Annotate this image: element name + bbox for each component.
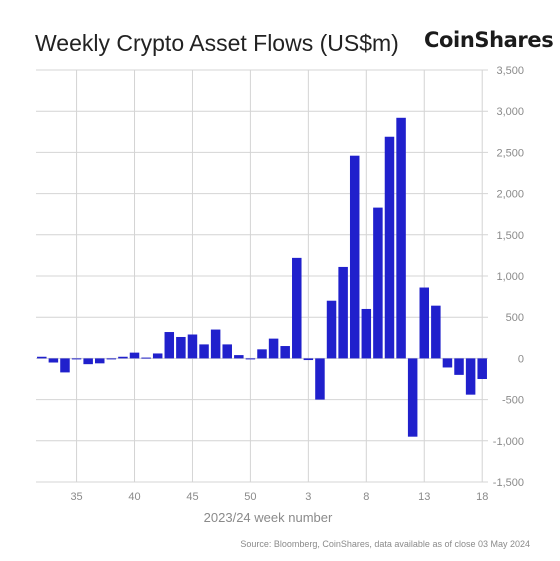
x-axis-ticks: 35 40 45 50 3 8 13 18 xyxy=(70,491,488,503)
bar-week-5 xyxy=(326,300,337,359)
source-note: Source: Bloomberg, CoinShares, data avai… xyxy=(240,539,530,549)
gridlines xyxy=(36,69,488,483)
y-tick-label: 2,500 xyxy=(496,147,524,159)
bar-week-8 xyxy=(361,308,372,359)
bar-week-10 xyxy=(384,136,395,359)
bar-week-14 xyxy=(431,305,441,359)
bar-week-16 xyxy=(454,358,464,375)
x-tick-label: 18 xyxy=(476,491,488,503)
bar-week-34 xyxy=(60,358,70,373)
bar-week-51 xyxy=(257,349,267,359)
y-axis-ticks: 3,500 3,000 2,500 2,000 1,500 1,000 500 0 -500 -1… xyxy=(493,65,524,489)
bar-week-50 xyxy=(245,358,256,360)
y-tick-label: -1,500 xyxy=(493,477,524,489)
x-tick-label: 35 xyxy=(70,491,82,503)
y-tick-label: 1,500 xyxy=(496,230,524,242)
y-tick-label: 0 xyxy=(518,353,524,365)
bar-week-4 xyxy=(315,358,325,400)
y-tick-label: 3,000 xyxy=(496,106,524,118)
y-tick-label: 500 xyxy=(506,312,524,324)
bar-week-13 xyxy=(419,287,430,359)
bar-week-41 xyxy=(141,357,151,359)
bar-week-6 xyxy=(338,266,348,359)
bar-week-17 xyxy=(465,358,476,395)
x-tick-label: 45 xyxy=(186,491,198,503)
x-tick-label: 13 xyxy=(418,491,430,503)
bar-week-18 xyxy=(477,358,487,379)
bar-week-36 xyxy=(83,358,93,365)
y-tick-label: 1,000 xyxy=(496,271,524,283)
y-tick-label: -500 xyxy=(502,395,524,407)
bar-week-37 xyxy=(94,358,105,364)
chart-title: Weekly Crypto Asset Flows (US$m) xyxy=(35,30,399,56)
x-tick-label: 50 xyxy=(244,491,256,503)
bar-week-52 xyxy=(268,338,279,359)
brand-logo: CoinShares xyxy=(424,28,554,52)
x-tick-label: 8 xyxy=(363,491,369,503)
bar-week-7 xyxy=(349,155,360,359)
bar-week-40 xyxy=(129,352,140,359)
x-tick-label: 3 xyxy=(305,491,311,503)
bar-week-35 xyxy=(71,358,82,360)
bar-week-32 xyxy=(37,356,47,359)
bar-week-44 xyxy=(176,336,186,359)
bar-week-3 xyxy=(303,358,314,361)
bar-week-42 xyxy=(152,353,163,359)
bar-week-12 xyxy=(407,358,418,437)
bar-week-11 xyxy=(396,117,406,359)
bar-week-49 xyxy=(234,355,244,359)
bar-week-15 xyxy=(442,358,453,368)
bar-week-39 xyxy=(118,356,128,359)
bar-week-9 xyxy=(373,207,383,359)
y-tick-label: 2,000 xyxy=(496,189,524,201)
bar-week-45 xyxy=(187,334,198,359)
bars xyxy=(37,117,487,437)
bar-week-48 xyxy=(222,344,232,359)
bar-week-33 xyxy=(48,358,59,363)
bar-week-38 xyxy=(106,358,117,360)
bar-week-43 xyxy=(164,332,175,359)
bar-week-46 xyxy=(199,344,209,359)
bar-week-1 xyxy=(280,346,290,359)
bar-week-47 xyxy=(210,329,221,359)
y-tick-label: -1,000 xyxy=(493,436,524,448)
x-tick-label: 40 xyxy=(128,491,140,503)
bar-week-2 xyxy=(292,257,302,359)
x-axis-title: 2023/24 week number xyxy=(204,510,333,525)
y-tick-label: 3,500 xyxy=(496,65,524,77)
